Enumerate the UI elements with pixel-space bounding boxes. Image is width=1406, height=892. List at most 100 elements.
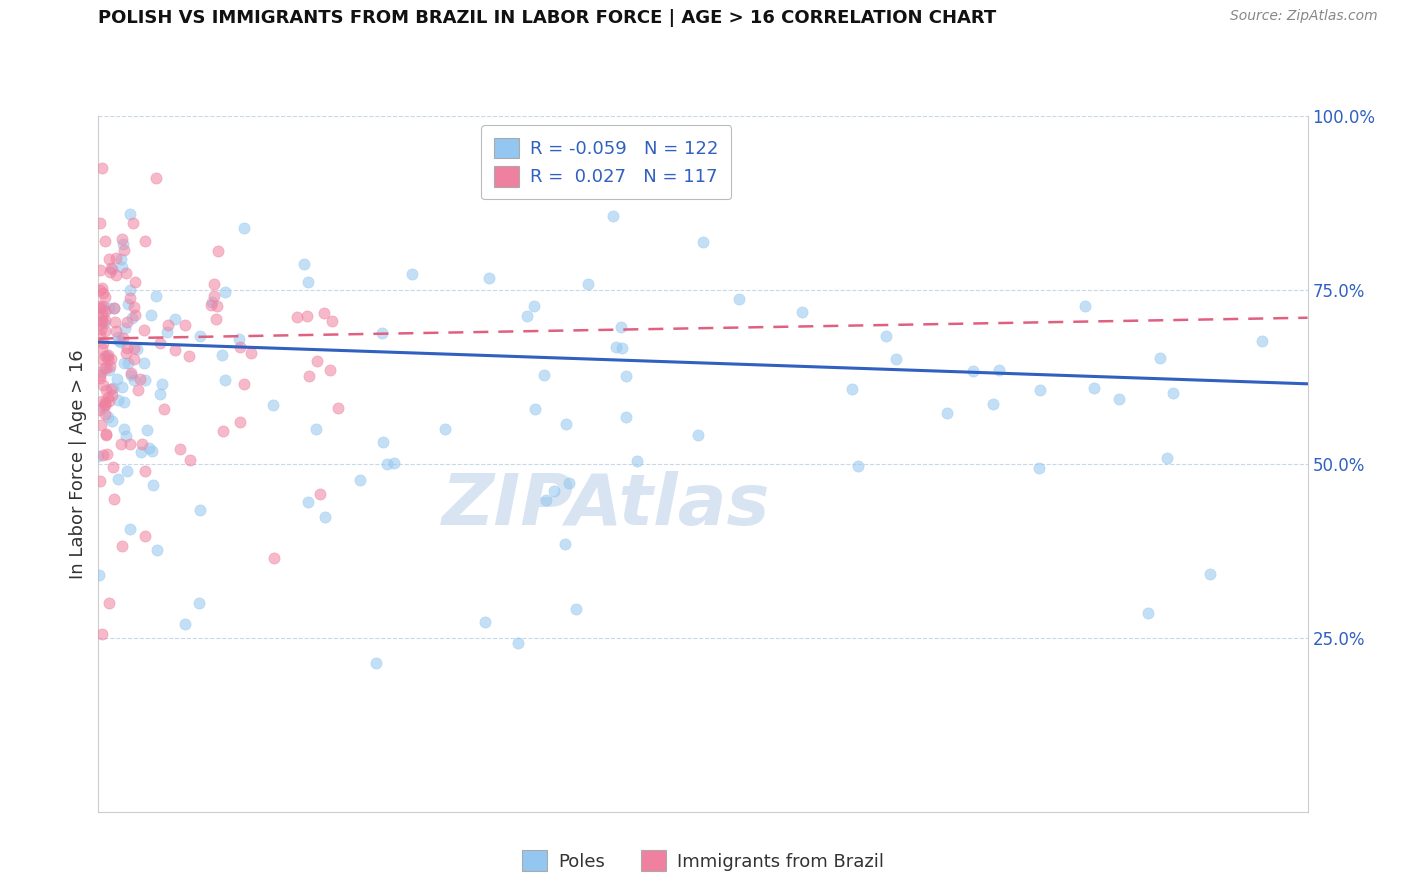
Point	[111, 380, 134, 394]
Point	[124, 373, 146, 387]
Point	[524, 402, 547, 417]
Point	[101, 381, 124, 395]
Point	[107, 334, 129, 349]
Point	[117, 296, 139, 310]
Point	[165, 343, 187, 358]
Point	[114, 346, 136, 360]
Point	[149, 386, 172, 401]
Point	[204, 312, 226, 326]
Point	[110, 334, 132, 349]
Point	[115, 464, 138, 478]
Point	[382, 456, 405, 470]
Point	[89, 368, 111, 382]
Point	[229, 415, 252, 429]
Point	[107, 329, 129, 343]
Point	[131, 437, 153, 451]
Point	[107, 392, 129, 407]
Point	[297, 309, 319, 323]
Point	[846, 458, 869, 473]
Point	[214, 285, 236, 299]
Point	[401, 267, 423, 281]
Point	[314, 306, 336, 320]
Point	[188, 328, 211, 343]
Point	[141, 443, 163, 458]
Point	[554, 417, 576, 431]
Point	[111, 232, 134, 246]
Point	[884, 352, 907, 367]
Point	[112, 330, 135, 344]
Point	[297, 495, 319, 509]
Point	[145, 170, 167, 185]
Point	[1199, 567, 1222, 582]
Legend: R = -0.059   N = 122, R =  0.027   N = 117: R = -0.059 N = 122, R = 0.027 N = 117	[481, 125, 731, 199]
Point	[875, 329, 897, 343]
Point	[118, 522, 141, 536]
Point	[612, 341, 634, 355]
Point	[371, 435, 394, 450]
Point	[686, 428, 709, 442]
Point	[115, 429, 138, 443]
Point	[101, 414, 124, 428]
Point	[98, 265, 121, 279]
Point	[93, 316, 115, 330]
Point	[104, 268, 127, 283]
Point	[179, 349, 201, 363]
Point	[285, 310, 308, 325]
Point	[112, 355, 135, 369]
Point	[134, 529, 156, 543]
Point	[91, 343, 114, 357]
Point	[96, 349, 118, 363]
Point	[305, 422, 328, 436]
Point	[94, 408, 117, 422]
Point	[212, 424, 235, 438]
Point	[89, 301, 111, 315]
Point	[142, 477, 165, 491]
Point	[110, 437, 132, 451]
Point	[91, 299, 114, 313]
Point	[988, 363, 1011, 377]
Point	[263, 550, 285, 565]
Point	[207, 244, 229, 259]
Point	[134, 373, 156, 387]
Point	[936, 406, 959, 420]
Point	[152, 376, 174, 391]
Point	[292, 257, 315, 271]
Point	[728, 292, 751, 306]
Point	[792, 304, 814, 318]
Point	[605, 340, 627, 354]
Point	[100, 352, 122, 367]
Point	[156, 325, 179, 339]
Point	[1074, 299, 1097, 313]
Point	[132, 356, 155, 370]
Point	[121, 216, 143, 230]
Point	[228, 332, 250, 346]
Point	[94, 396, 117, 410]
Point	[115, 315, 138, 329]
Point	[90, 301, 112, 316]
Point	[146, 542, 169, 557]
Point	[90, 280, 112, 294]
Point	[94, 290, 117, 304]
Point	[111, 539, 134, 553]
Point	[1149, 351, 1171, 365]
Point	[111, 236, 134, 251]
Point	[94, 234, 117, 248]
Point	[239, 346, 262, 360]
Point	[165, 311, 187, 326]
Legend: Poles, Immigrants from Brazil: Poles, Immigrants from Brazil	[515, 843, 891, 879]
Point	[118, 436, 141, 450]
Text: Source: ZipAtlas.com: Source: ZipAtlas.com	[1230, 9, 1378, 23]
Point	[101, 388, 124, 402]
Point	[93, 349, 115, 363]
Point	[602, 209, 624, 223]
Point	[610, 320, 633, 334]
Point	[100, 260, 122, 275]
Point	[370, 326, 392, 340]
Point	[478, 271, 501, 285]
Point	[112, 422, 135, 436]
Point	[91, 310, 114, 325]
Point	[90, 365, 112, 379]
Point	[97, 348, 120, 362]
Point	[94, 426, 117, 441]
Point	[233, 376, 256, 391]
